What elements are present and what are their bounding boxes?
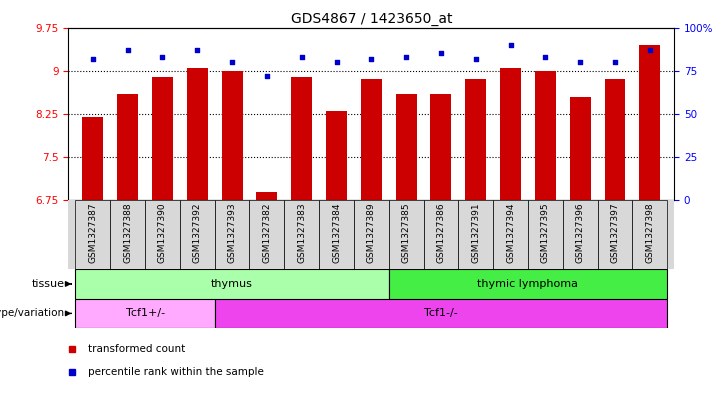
Bar: [423, 200, 459, 269]
Bar: [354, 200, 389, 269]
Text: GSM1327396: GSM1327396: [575, 202, 585, 263]
Bar: [604, 79, 625, 200]
Point: [156, 54, 168, 60]
Point: [226, 59, 238, 65]
Text: transformed count: transformed count: [89, 344, 185, 354]
Point: [644, 47, 655, 53]
Bar: [640, 45, 660, 200]
Point: [400, 54, 412, 60]
Bar: [291, 77, 312, 200]
Bar: [76, 269, 389, 299]
Text: GSM1327389: GSM1327389: [367, 202, 376, 263]
Point: [435, 50, 447, 57]
Bar: [215, 200, 249, 269]
Text: Tcf1-/-: Tcf1-/-: [424, 309, 458, 318]
Text: GSM1327387: GSM1327387: [89, 202, 97, 263]
Bar: [535, 71, 556, 200]
Bar: [500, 68, 521, 200]
Bar: [570, 97, 590, 200]
Point: [192, 47, 203, 53]
Text: percentile rank within the sample: percentile rank within the sample: [89, 367, 264, 377]
Bar: [284, 200, 319, 269]
Text: GSM1327385: GSM1327385: [402, 202, 411, 263]
Bar: [389, 200, 423, 269]
Text: GSM1327382: GSM1327382: [262, 202, 271, 263]
Bar: [598, 200, 632, 269]
Bar: [76, 200, 110, 269]
Text: genotype/variation: genotype/variation: [0, 309, 65, 318]
Bar: [528, 200, 563, 269]
Bar: [389, 269, 667, 299]
Point: [331, 59, 342, 65]
Text: GSM1327386: GSM1327386: [436, 202, 446, 263]
Bar: [396, 94, 417, 200]
Text: GSM1327383: GSM1327383: [297, 202, 306, 263]
Point: [366, 55, 377, 62]
Bar: [326, 111, 347, 200]
Bar: [632, 200, 667, 269]
Bar: [187, 68, 208, 200]
Bar: [152, 77, 173, 200]
Text: GSM1327388: GSM1327388: [123, 202, 132, 263]
Bar: [319, 200, 354, 269]
Text: GSM1327398: GSM1327398: [645, 202, 654, 263]
Text: GSM1327391: GSM1327391: [472, 202, 480, 263]
Bar: [361, 79, 381, 200]
Text: GSM1327392: GSM1327392: [193, 202, 202, 263]
Bar: [465, 79, 486, 200]
Text: GSM1327397: GSM1327397: [611, 202, 619, 263]
Text: GSM1327395: GSM1327395: [541, 202, 550, 263]
Point: [261, 73, 273, 79]
Text: GSM1327390: GSM1327390: [158, 202, 167, 263]
Point: [470, 55, 482, 62]
Bar: [76, 299, 215, 328]
Text: GSM1327393: GSM1327393: [228, 202, 236, 263]
Text: GSM1327384: GSM1327384: [332, 202, 341, 263]
Bar: [257, 192, 278, 200]
Text: GSM1327394: GSM1327394: [506, 202, 515, 263]
Bar: [82, 117, 103, 200]
Text: tissue: tissue: [32, 279, 65, 289]
Point: [575, 59, 586, 65]
Bar: [459, 200, 493, 269]
Point: [87, 55, 99, 62]
Bar: [110, 200, 145, 269]
Bar: [430, 94, 451, 200]
Bar: [493, 200, 528, 269]
Bar: [249, 200, 284, 269]
Text: thymus: thymus: [211, 279, 253, 289]
Point: [505, 42, 516, 48]
Point: [296, 54, 307, 60]
Point: [122, 47, 133, 53]
Point: [609, 59, 621, 65]
Bar: [215, 299, 667, 328]
Title: GDS4867 / 1423650_at: GDS4867 / 1423650_at: [291, 13, 452, 26]
Bar: [180, 200, 215, 269]
Bar: [145, 200, 180, 269]
Bar: [563, 200, 598, 269]
Bar: [118, 94, 138, 200]
Text: Tcf1+/-: Tcf1+/-: [125, 309, 164, 318]
Text: thymic lymphoma: thymic lymphoma: [477, 279, 578, 289]
Bar: [221, 71, 242, 200]
Point: [539, 54, 551, 60]
